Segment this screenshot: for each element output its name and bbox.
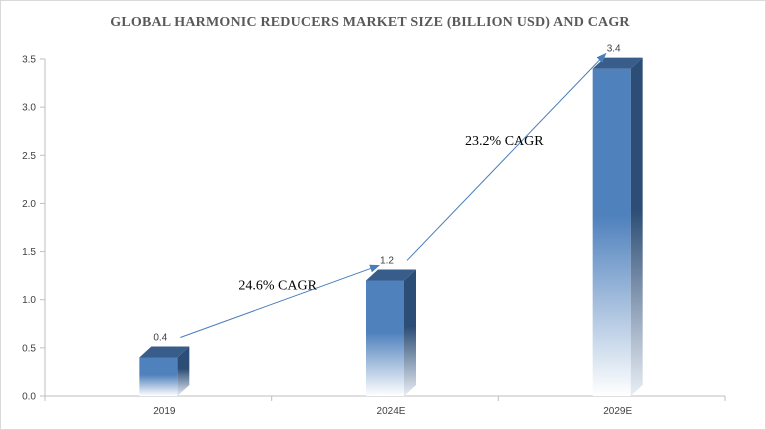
data-label: 0.4: [153, 332, 167, 343]
bar: [592, 57, 643, 396]
bar-side: [177, 346, 190, 396]
y-axis: 0.0 0.5 1.0 1.5 2.0 2.5 3.0 3.5: [22, 55, 46, 403]
y-tick-label: 1.0: [22, 295, 36, 306]
bar-side: [630, 57, 643, 396]
y-tick-label: 2.0: [22, 199, 36, 210]
bar-front: [139, 357, 178, 396]
data-label: 1.2: [380, 255, 394, 266]
bar-top: [139, 346, 190, 358]
bar: [139, 346, 190, 396]
y-tick-label: 0.5: [22, 343, 36, 354]
y-tick-label: 1.5: [22, 247, 36, 258]
x-tick-label: 2019: [153, 406, 176, 417]
data-label: 3.4: [607, 44, 621, 55]
x-axis: 2019 2024E 2029E: [44, 395, 726, 417]
bar-side: [404, 269, 416, 396]
bar: [366, 269, 416, 396]
cagr-arrow: [180, 264, 380, 338]
y-tick-label: 2.5: [22, 151, 36, 162]
x-tick-label: 2029E: [603, 406, 632, 417]
bars: [139, 57, 643, 396]
cagr-annotations: 24.6% CAGR 23.2% CAGR: [180, 52, 607, 338]
y-tick-label: 3.0: [22, 103, 36, 114]
cagr-label: 23.2% CAGR: [465, 134, 544, 149]
bar-front: [592, 68, 631, 396]
y-tick-label: 0.0: [22, 392, 36, 403]
x-tick-label: 2024E: [377, 406, 406, 417]
bar-front: [366, 280, 404, 396]
y-tick-label: 3.5: [22, 55, 36, 66]
cagr-label: 24.6% CAGR: [238, 278, 317, 293]
data-labels: 0.4 1.2 3.4: [153, 44, 621, 344]
cagr-arrow: [406, 52, 607, 261]
chart-title: GLOBAL HARMONIC REDUCERS MARKET SIZE (BI…: [110, 15, 630, 30]
